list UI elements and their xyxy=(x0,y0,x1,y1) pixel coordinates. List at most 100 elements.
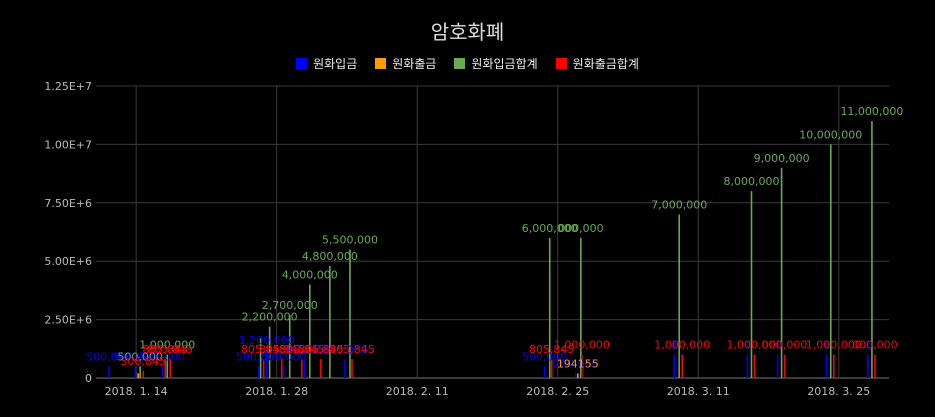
data-label: 1,000,000 xyxy=(554,339,610,352)
data-label: 1,000,000 xyxy=(726,339,782,352)
y-tick-label: 5.00E+6 xyxy=(44,255,92,268)
bar xyxy=(288,314,291,378)
bar xyxy=(309,284,311,378)
data-label: 7,000,000 xyxy=(651,198,707,211)
bar xyxy=(548,237,551,378)
data-label: 2,700,000 xyxy=(262,299,318,312)
data-label: 1 xyxy=(774,339,781,352)
data-label: 805,845 xyxy=(279,343,325,356)
x-tick-label: 2018. 3. 11 xyxy=(667,385,730,398)
data-label: 805,845 xyxy=(148,343,194,356)
bar xyxy=(320,359,322,378)
bar xyxy=(580,237,582,378)
data-label: 10,000,000 xyxy=(799,128,862,141)
bar xyxy=(166,354,169,378)
chart-title: 암호화폐 xyxy=(430,20,505,44)
legend-item[interactable]: 원화입금 xyxy=(296,55,357,72)
bar xyxy=(262,359,265,378)
data-label: 805,845 xyxy=(143,343,189,356)
bar xyxy=(268,326,271,378)
bar xyxy=(259,338,262,378)
data-label: 8,000,000 xyxy=(723,175,779,188)
legend-label: 원화입금 xyxy=(313,57,358,71)
y-tick-label: 1.25E+7 xyxy=(44,80,92,93)
bar xyxy=(575,373,577,378)
data-label: 800,000 xyxy=(282,343,328,356)
legend-swatch xyxy=(555,58,567,69)
bar xyxy=(142,370,144,378)
bar xyxy=(871,121,873,378)
data-label: 805,845 xyxy=(259,343,305,356)
bar xyxy=(550,359,553,378)
data-label: 500,000 xyxy=(522,350,568,363)
data-label: 4,800,000 xyxy=(302,250,358,263)
bar xyxy=(673,354,675,378)
data-label: 805,845 xyxy=(529,343,575,356)
data-label: 500,000 xyxy=(117,350,163,363)
bar xyxy=(282,366,285,378)
data-label: 000,000 xyxy=(762,339,808,352)
data-label: 1 xyxy=(671,339,678,352)
x-tick-label: 2018. 1. 28 xyxy=(245,385,308,398)
bar xyxy=(257,366,260,378)
data-label: 500,000 xyxy=(236,350,282,363)
data-label: 2,200,000 xyxy=(242,311,298,324)
data-label: 200,000 xyxy=(553,357,599,370)
legend: 원화입금 원화출금 원화입금합계 원화출금합계 xyxy=(0,55,935,72)
bar xyxy=(874,354,876,378)
bar xyxy=(137,373,139,378)
legend-item[interactable]: 원화입금합계 xyxy=(454,55,538,72)
bar xyxy=(825,354,828,378)
bar xyxy=(776,354,779,378)
bar xyxy=(349,249,351,378)
bar xyxy=(829,144,832,378)
bar xyxy=(265,349,268,378)
bar xyxy=(329,265,331,378)
data-label: 805,845 xyxy=(241,343,287,356)
x-tick-label: 2018. 2. 25 xyxy=(526,385,589,398)
data-label: 1,200,000 xyxy=(239,334,295,347)
data-label: 6,000,000 xyxy=(522,222,578,235)
legend-item[interactable]: 원화출금 xyxy=(375,55,436,72)
data-label: 4,000,000 xyxy=(282,269,338,282)
data-label: 500,000 xyxy=(261,350,307,363)
y-tick-label: 2.50E+6 xyxy=(44,314,92,327)
bar xyxy=(746,354,749,378)
data-label: 000,000 xyxy=(852,339,898,352)
bar xyxy=(161,366,164,378)
legend-label: 원화입금합계 xyxy=(471,57,538,71)
data-label: 9,000,000 xyxy=(754,152,810,165)
legend-label: 원화출금 xyxy=(392,57,437,71)
data-label: 1 xyxy=(823,339,830,352)
bar xyxy=(678,214,681,378)
data-label: 5,500,000 xyxy=(322,234,378,247)
bar xyxy=(832,354,835,378)
bar xyxy=(351,359,353,378)
data-label: 1 xyxy=(864,339,871,352)
bar xyxy=(867,354,869,378)
data-label: 1 xyxy=(744,339,751,352)
data-label: 500,000 xyxy=(86,350,132,363)
bar xyxy=(139,366,141,378)
data-label: 194155 xyxy=(557,357,599,370)
data-label: 000,000 xyxy=(558,222,604,235)
x-tick-label: 2018. 3. 25 xyxy=(807,385,870,398)
bar xyxy=(108,366,110,378)
data-label: 1,000,000 xyxy=(806,339,862,352)
data-label: 500,000 xyxy=(112,350,158,363)
legend-item[interactable]: 원화출금합계 xyxy=(555,55,639,72)
y-tick-label: 7.50E+6 xyxy=(44,197,92,210)
data-label: 1,000,000 xyxy=(654,339,710,352)
data-label: 1,000,000 xyxy=(139,339,195,352)
bar xyxy=(303,359,306,378)
y-tick-label: 1.00E+7 xyxy=(44,138,92,151)
bar xyxy=(783,354,786,378)
data-label: 805,845 xyxy=(329,343,375,356)
data-label: 805,845 xyxy=(298,343,344,356)
legend-swatch xyxy=(375,58,387,69)
data-label: 306,845 xyxy=(120,355,166,368)
legend-swatch xyxy=(454,58,466,69)
bar xyxy=(780,167,783,378)
legend-swatch xyxy=(296,58,308,69)
